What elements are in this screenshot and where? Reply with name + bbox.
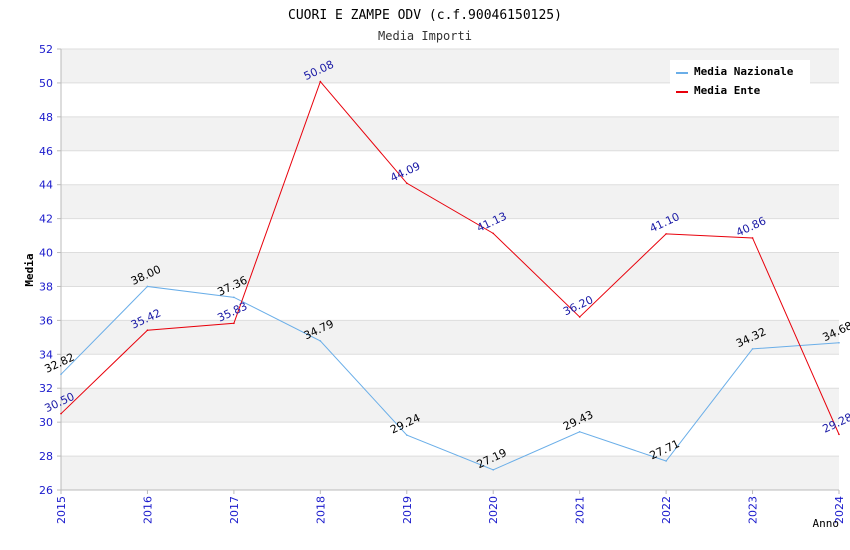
data-point: [319, 80, 322, 83]
x-tick-label: 2023: [747, 496, 760, 524]
data-point: [405, 434, 408, 436]
data-point: [319, 340, 322, 342]
y-tick-label: 38: [39, 280, 53, 293]
series-line-0: [60, 285, 840, 471]
data-point: [233, 322, 235, 325]
data-point: [751, 348, 754, 350]
data-point: [578, 316, 581, 318]
x-tick-label: 2022: [660, 496, 673, 524]
data-label: 36.20: [561, 293, 595, 318]
legend-box: [670, 60, 810, 102]
axes: [60, 49, 839, 491]
y-tick-label: 44: [39, 179, 53, 192]
legend: Media Nazionale Media Ente: [670, 60, 810, 102]
x-tick-label: 2020: [487, 496, 500, 524]
y-tick-label: 52: [39, 43, 53, 56]
grid-lines: [61, 48, 839, 491]
data-point: [146, 285, 149, 288]
y-tick-label: 46: [39, 145, 53, 158]
data-point: [146, 329, 149, 332]
data-point: [492, 469, 495, 471]
y-tick-label: 48: [39, 111, 53, 124]
y-axis-ticks: 26 28 30 32 34 36 38 40 42 44 46 48 50 52: [39, 43, 61, 497]
plot-band: [61, 116, 839, 151]
data-point: [838, 341, 840, 344]
plot-band: [61, 252, 839, 287]
x-tick-label: 2017: [228, 496, 241, 524]
data-point: [578, 431, 581, 433]
x-tick-label: 2016: [141, 496, 154, 524]
y-tick-label: 40: [39, 247, 53, 260]
plot-band: [61, 388, 839, 423]
data-point: [665, 233, 667, 235]
y-tick-label: 32: [39, 382, 53, 395]
x-axis-ticks: 2015 2016 2017 2018 2019 2020 2021 2022 2023 2024: [55, 490, 846, 524]
data-point: [60, 373, 62, 376]
data-point: [751, 237, 754, 239]
chart-subtitle: Media Importi: [378, 29, 472, 43]
y-axis-label: Media: [23, 253, 36, 286]
y-tick-label: 42: [39, 213, 53, 226]
y-tick-label: 50: [39, 77, 53, 90]
plot-band: [61, 320, 839, 355]
chart-title: CUORI E ZAMPE ODV (c.f.90046150125): [288, 8, 562, 23]
x-tick-label: 2024: [833, 496, 846, 524]
y-tick-label: 36: [39, 314, 53, 327]
y-tick-label: 28: [39, 450, 53, 463]
data-point: [60, 412, 62, 415]
plot-band: [61, 184, 839, 219]
x-tick-label: 2019: [401, 496, 414, 524]
series-line-1: [60, 80, 840, 435]
plot-background: [61, 49, 839, 490]
data-point: [838, 433, 840, 436]
data-point: [665, 460, 667, 462]
x-tick-label: 2018: [314, 496, 327, 524]
data-point: [233, 296, 235, 299]
y-tick-label: 30: [39, 416, 53, 429]
y-tick-label: 26: [39, 484, 53, 497]
series-lines: [60, 80, 840, 471]
legend-label-ente: Media Ente: [694, 84, 761, 97]
data-point: [492, 232, 495, 235]
legend-label-nazionale: Media Nazionale: [694, 65, 794, 78]
y-tick-label: 34: [39, 348, 53, 361]
x-axis-label: Anno: [813, 517, 840, 530]
x-tick-label: 2015: [55, 496, 68, 524]
data-point: [405, 182, 408, 184]
plot-band: [61, 456, 839, 490]
x-tick-label: 2021: [574, 496, 587, 524]
